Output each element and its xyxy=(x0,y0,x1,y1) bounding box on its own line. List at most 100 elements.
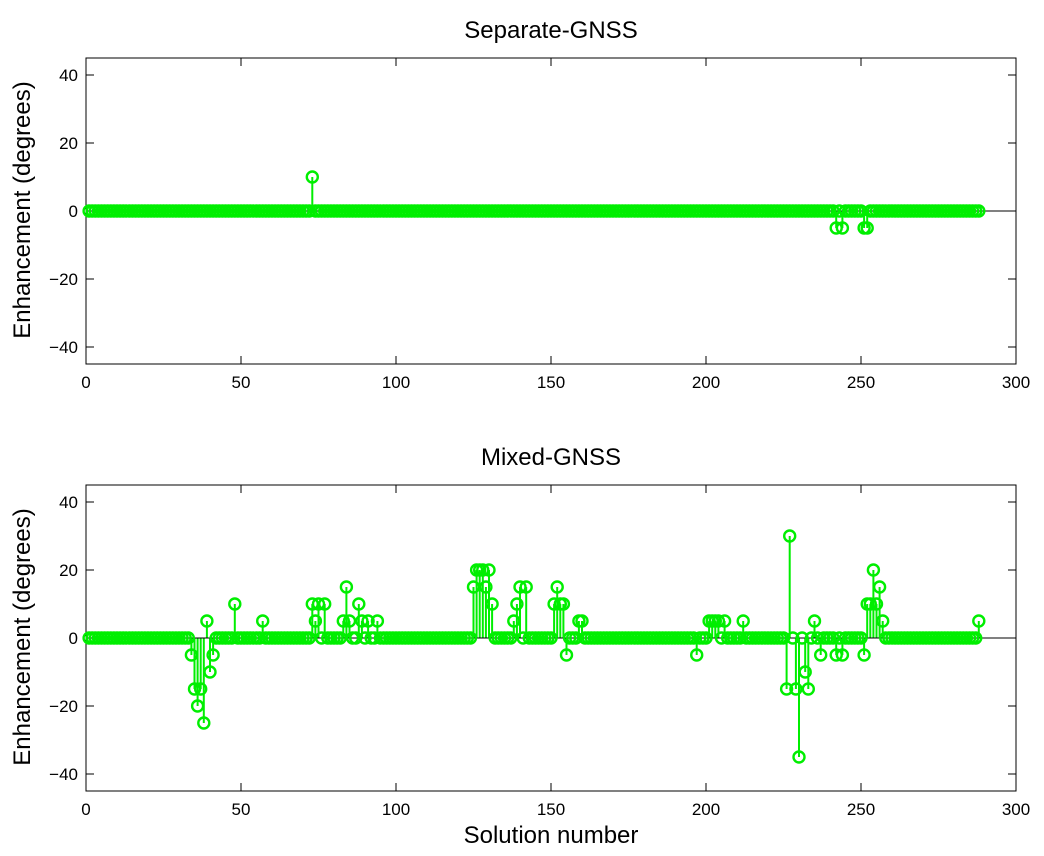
separate-gnss-data-point xyxy=(829,221,843,235)
mixed-gnss-data-point xyxy=(482,563,496,577)
mixed-gnss-data-point xyxy=(314,631,329,645)
mixed-gnss-data-point xyxy=(308,614,323,628)
mixed-gnss-data-point xyxy=(776,631,791,645)
separate-gnss-ytick-label: −20 xyxy=(49,270,78,289)
separate-gnss-ytick-label: 20 xyxy=(59,134,78,153)
mixed-gnss-data-point xyxy=(339,580,354,594)
mixed-gnss-data-point xyxy=(717,614,732,628)
mixed-gnss-data-point xyxy=(190,699,205,713)
mixed-gnss-data-point xyxy=(779,682,794,696)
mixed-gnss-data-point xyxy=(544,631,558,645)
mixed-gnss-data-point xyxy=(516,631,530,645)
mixed-gnss-xtick-label: 50 xyxy=(232,800,251,819)
mixed-gnss-data-point xyxy=(804,631,819,645)
mixed-gnss-data-point xyxy=(699,631,713,645)
mixed-gnss-data-point xyxy=(311,597,326,611)
mixed-gnss-ytick-label: 0 xyxy=(69,629,78,648)
mixed-gnss-title: Mixed-GNSS xyxy=(481,444,621,471)
mixed-gnss-data-point xyxy=(832,631,846,645)
mixed-gnss-data-point xyxy=(206,648,220,662)
separate-gnss-xtick-label: 150 xyxy=(537,373,565,392)
separate-gnss-data-point xyxy=(835,221,850,235)
mixed-gnss-plot-area: 0 50 100 150 200 250 300 −40 −20 0 20 40 xyxy=(49,484,1030,819)
mixed-gnss-data-point xyxy=(869,597,884,611)
separate-gnss-data-point xyxy=(860,221,874,235)
mixed-gnss-data-point xyxy=(352,597,366,611)
mixed-gnss-data-point xyxy=(872,580,887,594)
mixed-gnss-data-point xyxy=(807,614,822,628)
mixed-gnss-data-point xyxy=(569,631,583,645)
mixed-gnss-ytick-label: −40 xyxy=(49,765,78,784)
mixed-gnss-xtick-label: 250 xyxy=(847,800,875,819)
separate-gnss-xtick-label: 0 xyxy=(81,373,90,392)
separate-gnss-data-point xyxy=(972,204,986,218)
separate-gnss-data-point xyxy=(302,204,316,218)
separate-gnss-data-point xyxy=(832,204,846,218)
mixed-gnss-data-point xyxy=(792,750,806,764)
mixed-gnss-data-point xyxy=(783,529,797,543)
mixed-gnss-data-point xyxy=(736,614,750,628)
mixed-gnss-data-point xyxy=(333,631,347,645)
mixed-gnss-data-point xyxy=(367,631,381,645)
mixed-gnss-data-point xyxy=(507,614,521,628)
mixed-gnss-data-point xyxy=(519,580,533,594)
mixed-gnss-xlabel: Solution number xyxy=(464,822,639,849)
mixed-gnss-data-point xyxy=(550,580,564,594)
mixed-gnss-data-point xyxy=(801,682,815,696)
mixed-gnss-data-point xyxy=(789,682,803,696)
mixed-gnss-data-point xyxy=(228,597,242,611)
separate-gnss-xtick-label: 300 xyxy=(1002,373,1030,392)
mixed-gnss-data-point xyxy=(197,716,211,730)
separate-gnss-data-point xyxy=(854,204,868,218)
mixed-gnss-data-point xyxy=(559,648,574,662)
separate-gnss-panel: Separate-GNSS Enhancement (degrees) 0 50 1… xyxy=(9,17,1030,392)
mixed-gnss-data-point xyxy=(504,631,518,645)
separate-gnss-ytick-label: −40 xyxy=(49,338,78,357)
mixed-gnss-ytick-label: 40 xyxy=(59,493,78,512)
mixed-gnss-data-point xyxy=(187,682,202,696)
mixed-gnss-data-point xyxy=(863,597,877,611)
mixed-gnss-data-point xyxy=(355,614,369,628)
mixed-gnss-data-point xyxy=(479,580,493,594)
mixed-gnss-data-point xyxy=(854,631,868,645)
mixed-gnss-data-point xyxy=(690,648,704,662)
separate-gnss-data-point xyxy=(305,170,319,184)
mixed-gnss-data-point xyxy=(810,631,825,645)
mixed-gnss-data-point xyxy=(835,648,850,662)
mixed-gnss-data-point xyxy=(714,631,729,645)
mixed-gnss-data-point xyxy=(466,580,481,594)
separate-gnss-xtick-label: 100 xyxy=(382,373,410,392)
separate-gnss-xtick-label: 250 xyxy=(847,373,875,392)
separate-gnss-plot-area: 0 50 100 150 200 250 300 −40 −20 0 20 40 xyxy=(49,57,1030,392)
mixed-gnss-data-point xyxy=(476,563,490,577)
mixed-gnss-data-point xyxy=(184,648,199,662)
mixed-gnss-xtick-label: 100 xyxy=(382,800,410,819)
mixed-gnss-data-point xyxy=(826,631,840,645)
mixed-gnss-data-point xyxy=(969,631,983,645)
mixed-gnss-xtick-label: 200 xyxy=(692,800,720,819)
mixed-gnss-data-point xyxy=(575,614,589,628)
mixed-gnss-data-point xyxy=(733,631,747,645)
separate-gnss-data-point xyxy=(826,204,840,218)
separate-gnss-ylabel: Enhancement (degrees) xyxy=(9,81,36,338)
mixed-gnss-data-point xyxy=(256,614,270,628)
mixed-gnss-data-point xyxy=(203,665,217,679)
mixed-gnss-data-point xyxy=(224,631,239,645)
mixed-gnss-data-point xyxy=(510,597,524,611)
mixed-gnss-data-point xyxy=(711,614,726,628)
mixed-gnss-data-point xyxy=(358,631,372,645)
mixed-gnss-data-point xyxy=(336,614,350,628)
mixed-gnss-data-point xyxy=(972,614,986,628)
mixed-gnss-ylabel: Enhancement (degrees) xyxy=(9,508,36,765)
mixed-gnss-data-point xyxy=(361,614,375,628)
mixed-gnss-data-point xyxy=(876,614,890,628)
separate-gnss-title: Separate-GNSS xyxy=(464,17,637,44)
mixed-gnss-xtick-label: 0 xyxy=(81,800,90,819)
mixed-gnss-data-point xyxy=(866,563,881,577)
mixed-gnss-data-point xyxy=(686,631,701,645)
mixed-gnss-data-point xyxy=(200,614,214,628)
mixed-gnss-data-point xyxy=(795,631,809,645)
mixed-gnss-data-point xyxy=(181,631,196,645)
mixed-gnss-data-point xyxy=(318,597,332,611)
